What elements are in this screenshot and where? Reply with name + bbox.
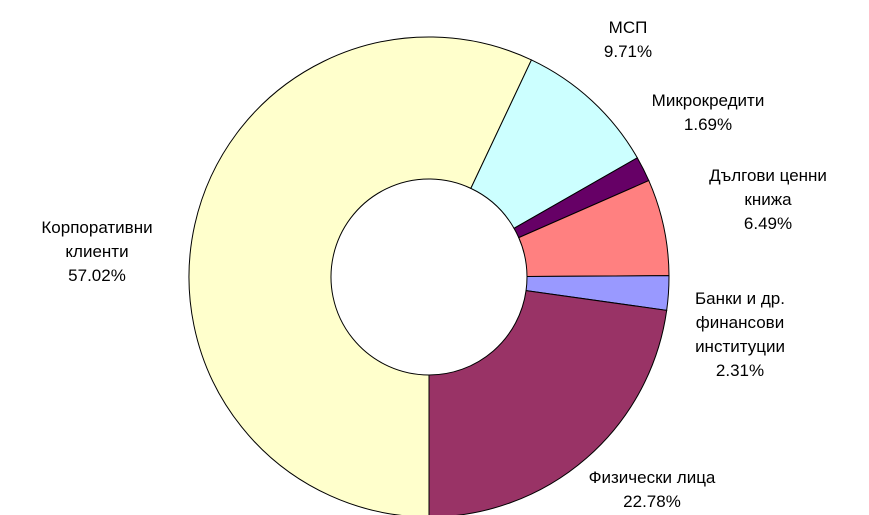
category-label: Корпоративни клиенти bbox=[41, 218, 153, 261]
value-label: 22.78% bbox=[623, 492, 681, 511]
category-label: МСП bbox=[608, 18, 648, 37]
value-label: 6.49% bbox=[743, 214, 793, 233]
category-label: Банки и др. финансови институции bbox=[695, 289, 785, 356]
value-label: 2.31% bbox=[715, 361, 765, 380]
category-label: Дългови ценни книжа bbox=[709, 166, 827, 209]
value-label: 57.02% bbox=[68, 266, 126, 285]
value-label: 1.69% bbox=[683, 115, 733, 134]
segment-label: Корпоративни клиенти 57.02% bbox=[27, 216, 167, 288]
segment-label: Банки и др. финансови институции 2.31% bbox=[685, 287, 795, 383]
value-label: 9.71% bbox=[603, 42, 653, 61]
segment-label: Микрокредити 1.69% bbox=[633, 89, 783, 137]
category-label: Микрокредити bbox=[651, 91, 765, 110]
donut-segment bbox=[188, 36, 533, 515]
segment-label: МСП 9.71% bbox=[583, 16, 673, 64]
segment-label: Дългови ценни книжа 6.49% bbox=[698, 164, 838, 236]
segment-label: Физически лица 22.78% bbox=[552, 466, 752, 514]
category-label: Физически лица bbox=[588, 468, 716, 487]
